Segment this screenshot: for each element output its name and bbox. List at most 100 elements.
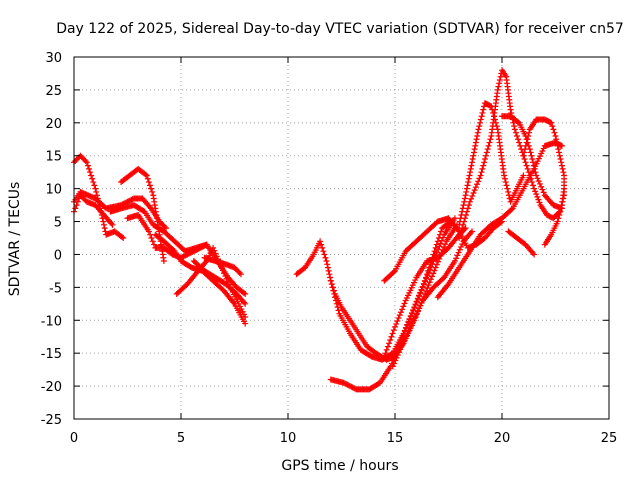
data-point: [389, 363, 396, 370]
data-point: [330, 287, 337, 294]
data-point: [472, 139, 479, 146]
data-point: [423, 275, 430, 282]
data-point: [142, 171, 149, 178]
data-point: [451, 258, 458, 265]
data-point: [235, 300, 242, 307]
data-point: [539, 186, 546, 193]
data-point: [555, 146, 562, 153]
data-point: [149, 238, 156, 245]
data-point: [476, 175, 483, 182]
data-point: [534, 193, 541, 200]
data-point: [407, 313, 414, 320]
data-point: [207, 250, 214, 257]
data-point: [558, 159, 565, 166]
data-point: [426, 279, 433, 286]
data-point: [513, 132, 520, 139]
data-point: [496, 80, 503, 87]
data-point: [85, 165, 92, 172]
data-point: [219, 267, 226, 274]
data-point: [395, 315, 402, 322]
data-point: [118, 234, 125, 241]
data-point: [554, 142, 561, 149]
data-point: [514, 118, 521, 125]
data-point: [530, 182, 537, 189]
series-track-b: [71, 152, 127, 241]
data-point: [240, 311, 247, 318]
data-point: [120, 235, 127, 241]
data-point: [438, 237, 445, 244]
data-point: [533, 172, 540, 179]
data-point: [109, 221, 116, 228]
data-point: [466, 172, 473, 179]
x-tick-label: 25: [601, 431, 618, 446]
data-point: [396, 312, 403, 319]
data-point: [522, 142, 529, 149]
series-track-v: [505, 228, 538, 258]
data-point: [91, 182, 98, 189]
data-point: [146, 182, 153, 189]
data-point: [511, 126, 518, 133]
data-point: [239, 308, 246, 315]
data-point: [526, 129, 533, 136]
data-point: [419, 284, 426, 291]
data-point: [520, 152, 527, 159]
data-point: [397, 309, 404, 316]
data-point: [462, 192, 469, 199]
data-point: [532, 169, 539, 176]
data-point: [451, 215, 458, 222]
data-point: [148, 185, 155, 192]
data-point: [94, 192, 101, 199]
data-point: [456, 235, 463, 241]
data-point: [553, 136, 560, 143]
data-point: [383, 346, 390, 353]
data-point: [551, 129, 558, 136]
data-point: [335, 307, 342, 314]
series-track-i: [190, 258, 249, 307]
data-point: [528, 152, 535, 159]
data-point: [475, 178, 482, 185]
data-point: [442, 241, 449, 248]
data-point: [424, 285, 431, 292]
data-point: [437, 240, 444, 247]
data-point: [324, 261, 331, 268]
data-point: [430, 270, 437, 277]
data-point: [418, 287, 425, 294]
data-point: [404, 322, 411, 329]
data-point: [463, 188, 470, 195]
y-axis-label: SDTVAR / TECUs: [7, 182, 23, 297]
chart-title: Day 122 of 2025, Sidereal Day-to-day VTE…: [56, 21, 624, 37]
data-point: [476, 123, 483, 130]
data-point: [552, 132, 559, 139]
data-point: [467, 165, 474, 172]
data-point: [143, 172, 150, 179]
data-point: [382, 350, 389, 357]
data-point: [320, 248, 327, 255]
data-point: [425, 282, 432, 289]
data-point: [474, 181, 481, 188]
data-point: [472, 184, 479, 191]
series-track-r: [456, 100, 527, 228]
series-track-q: [434, 139, 565, 301]
y-tick-label: -5: [49, 281, 62, 296]
data-point: [332, 294, 339, 301]
series-track-j: [201, 254, 244, 278]
data-point: [531, 185, 538, 192]
data-point: [468, 162, 475, 169]
data-point: [465, 179, 472, 186]
data-point: [530, 159, 537, 166]
data-point: [464, 182, 471, 189]
data-point: [237, 303, 244, 310]
data-point: [145, 179, 152, 186]
data-point: [84, 162, 91, 169]
data-point: [486, 139, 493, 146]
data-point: [149, 188, 156, 195]
data-point: [318, 241, 325, 248]
data-point: [538, 183, 545, 190]
data-point: [427, 276, 434, 283]
data-point: [484, 146, 491, 153]
data-point: [391, 360, 398, 367]
data-point: [536, 180, 543, 187]
series-track-o: [389, 228, 476, 370]
data-point: [416, 293, 423, 300]
data-point: [525, 132, 532, 139]
